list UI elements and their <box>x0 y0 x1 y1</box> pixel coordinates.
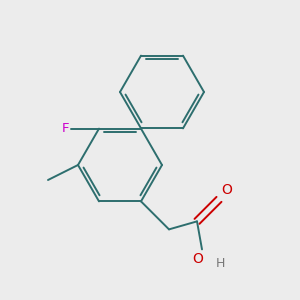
Text: H: H <box>216 257 225 270</box>
Text: O: O <box>193 252 203 266</box>
Text: F: F <box>61 122 69 135</box>
Text: O: O <box>221 183 232 197</box>
